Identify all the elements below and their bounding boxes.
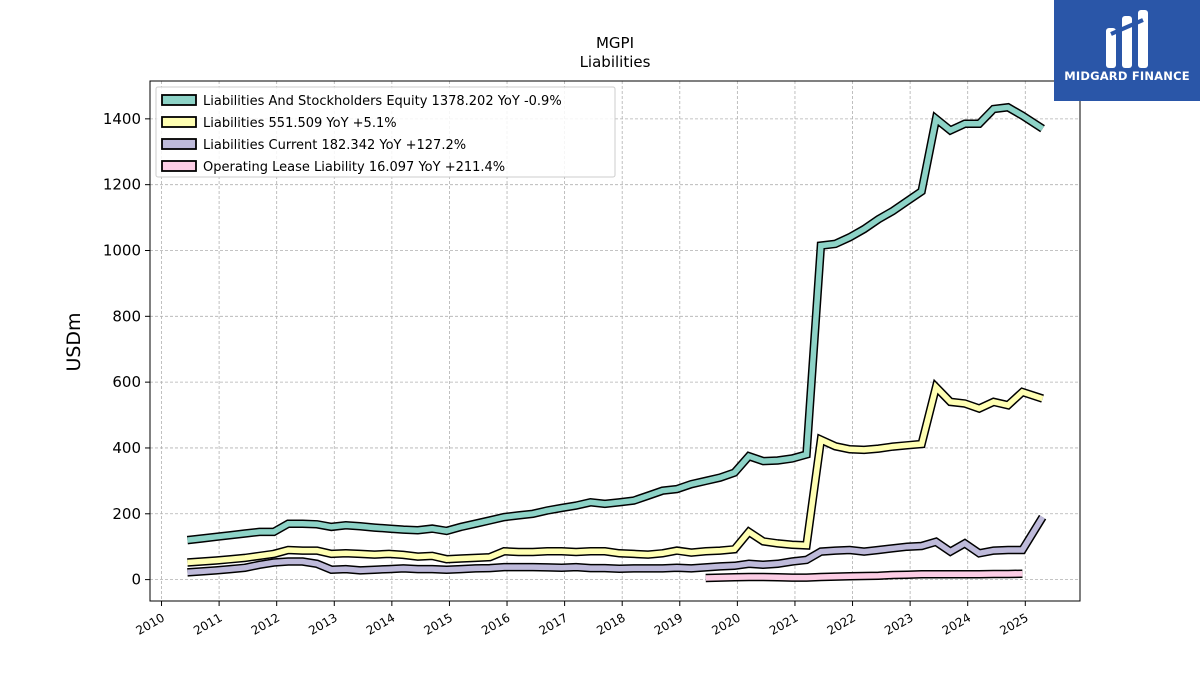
y-tick-label: 200 [112, 505, 141, 523]
x-tick-label: 2018 [594, 610, 627, 637]
legend-box [155, 86, 616, 178]
chart-subtitle: Liabilities [580, 53, 651, 71]
legend: Liabilities And Stockholders Equity 1378… [155, 86, 616, 178]
x-tick-label: 2017 [537, 610, 570, 637]
brand-logo: MIDGARD FINANCE [1054, 0, 1200, 101]
legend-label: Liabilities Current 182.342 YoY +127.2% [203, 138, 466, 153]
x-tick-label: 2020 [709, 610, 742, 637]
y-tick-label: 1200 [103, 176, 141, 194]
x-tick-label: 2019 [652, 610, 685, 637]
x-tick-label: 2015 [421, 610, 454, 637]
x-tick-label: 2014 [364, 610, 397, 637]
x-tick-label: 2022 [825, 610, 858, 637]
x-tick-label: 2016 [479, 610, 512, 637]
brand-mark-icon [1106, 10, 1148, 68]
series-line [705, 570, 1023, 581]
y-tick-label: 800 [112, 307, 141, 325]
x-tick-label: 2010 [134, 610, 167, 637]
y-tick-label: 400 [112, 439, 141, 457]
y-tick-label: 600 [112, 373, 141, 391]
y-axis-label: USDm [63, 312, 85, 371]
y-tick-label: 0 [131, 571, 141, 589]
legend-swatch [161, 116, 197, 128]
x-tick-label: 2023 [882, 610, 915, 637]
legend-label: Operating Lease Liability 16.097 YoY +21… [203, 160, 505, 175]
series-lines [186, 102, 1047, 583]
plot-frame [149, 80, 1081, 602]
x-tick-label: 2024 [940, 610, 973, 637]
series-line [187, 515, 1045, 576]
legend-swatch [161, 160, 197, 172]
x-tick-label: 2012 [249, 610, 282, 637]
x-tick-label: 2013 [306, 610, 339, 637]
legend-label: Liabilities And Stockholders Equity 1378… [203, 94, 562, 109]
legend-swatch [161, 94, 197, 106]
brand-name: MIDGARD FINANCE [1064, 69, 1190, 83]
legend-label: Liabilities 551.509 YoY +5.1% [203, 116, 397, 131]
y-tick-label: 1400 [103, 110, 141, 128]
legend-swatch [161, 138, 197, 150]
chart-title: MGPI [596, 34, 634, 52]
x-tick-label: 2025 [997, 610, 1030, 637]
series-line [187, 381, 1044, 566]
y-tick-label: 1000 [103, 241, 141, 259]
x-tick-label: 2011 [191, 610, 224, 637]
series-line [187, 104, 1045, 543]
series-line-outline [187, 378, 1044, 567]
x-tick-label: 2021 [767, 610, 800, 637]
